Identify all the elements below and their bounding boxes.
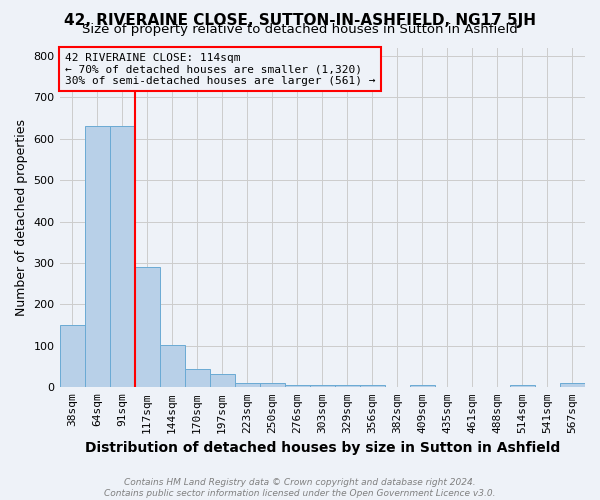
Bar [410, 385, 435, 388]
Text: 42, RIVERAINE CLOSE, SUTTON-IN-ASHFIELD, NG17 5JH: 42, RIVERAINE CLOSE, SUTTON-IN-ASHFIELD,… [64, 12, 536, 28]
Bar [310, 385, 335, 388]
Bar [235, 383, 260, 388]
Bar [360, 385, 385, 388]
Bar [185, 368, 209, 388]
Bar [59, 325, 85, 388]
Bar [85, 126, 110, 388]
Text: Size of property relative to detached houses in Sutton in Ashfield: Size of property relative to detached ho… [82, 22, 518, 36]
Bar [110, 126, 134, 388]
Text: 42 RIVERAINE CLOSE: 114sqm
← 70% of detached houses are smaller (1,320)
30% of s: 42 RIVERAINE CLOSE: 114sqm ← 70% of deta… [65, 52, 375, 86]
Text: Contains HM Land Registry data © Crown copyright and database right 2024.
Contai: Contains HM Land Registry data © Crown c… [104, 478, 496, 498]
Bar [134, 267, 160, 388]
Bar [285, 385, 310, 388]
Bar [560, 383, 585, 388]
Bar [260, 383, 285, 388]
Y-axis label: Number of detached properties: Number of detached properties [15, 119, 28, 316]
Bar [160, 344, 185, 388]
Bar [510, 385, 535, 388]
Bar [335, 385, 360, 388]
Bar [209, 374, 235, 388]
X-axis label: Distribution of detached houses by size in Sutton in Ashfield: Distribution of detached houses by size … [85, 441, 560, 455]
